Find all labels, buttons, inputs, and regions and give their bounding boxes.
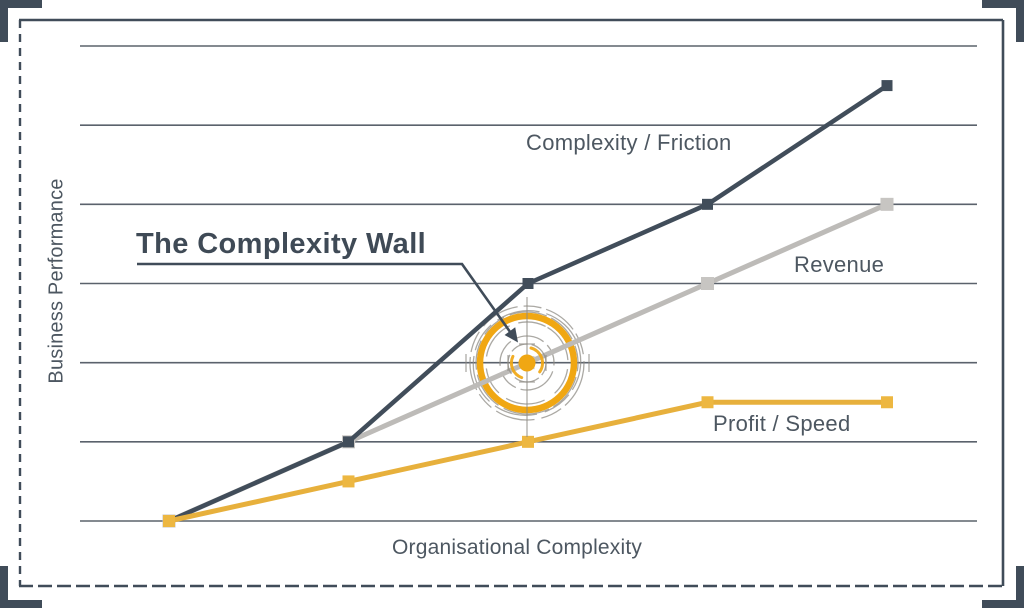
- target-sketch-circle-outer: [469, 305, 585, 421]
- annotation-arrow-line: [137, 262, 515, 337]
- target-center-dot: [518, 354, 536, 372]
- series-marker-revenue: [880, 197, 894, 211]
- series-layer: [162, 80, 894, 528]
- annotation-title: The Complexity Wall: [136, 228, 427, 260]
- series-marker-profit-speed: [881, 396, 893, 409]
- series-label-complexity-friction: Complexity / Friction: [526, 130, 732, 155]
- series-marker-complexity-friction: [881, 80, 893, 92]
- target-sketch-circle-mid: [499, 335, 555, 391]
- target-sketch-circle-inner: [507, 343, 547, 383]
- series-marker-complexity-friction: [343, 436, 354, 448]
- annotation-arrowhead: [504, 327, 518, 343]
- annotation-arrow: [137, 262, 518, 343]
- series-marker-complexity-friction: [702, 198, 713, 210]
- series-marker-profit-speed: [163, 515, 175, 527]
- corner-bracket-top-left: [0, 0, 42, 42]
- series-marker-revenue: [701, 276, 714, 290]
- corner-bracket-top-right: [982, 0, 1024, 42]
- target-sketch-circle-outer3: [475, 311, 579, 415]
- complexity-wall-target-front: [465, 297, 590, 437]
- corner-bracket-bottom-left: [0, 566, 42, 608]
- series-marker-complexity-friction: [522, 277, 534, 289]
- target-orange-arc-left: [509, 354, 524, 380]
- y-axis-label: Business Performance: [45, 178, 68, 384]
- corner-bracket-bottom-right: [982, 566, 1024, 608]
- x-axis-label: Organisational Complexity: [392, 536, 643, 559]
- target-orange-arc-right: [529, 346, 545, 374]
- series-marker-profit-speed: [342, 475, 355, 488]
- series-label-revenue: Revenue: [794, 252, 885, 277]
- series-marker-profit-speed: [701, 396, 714, 409]
- series-marker-profit-speed: [522, 435, 534, 448]
- target-sketch-circle-mid2: [485, 321, 569, 405]
- series-label-profit-speed: Profit / Speed: [713, 411, 851, 436]
